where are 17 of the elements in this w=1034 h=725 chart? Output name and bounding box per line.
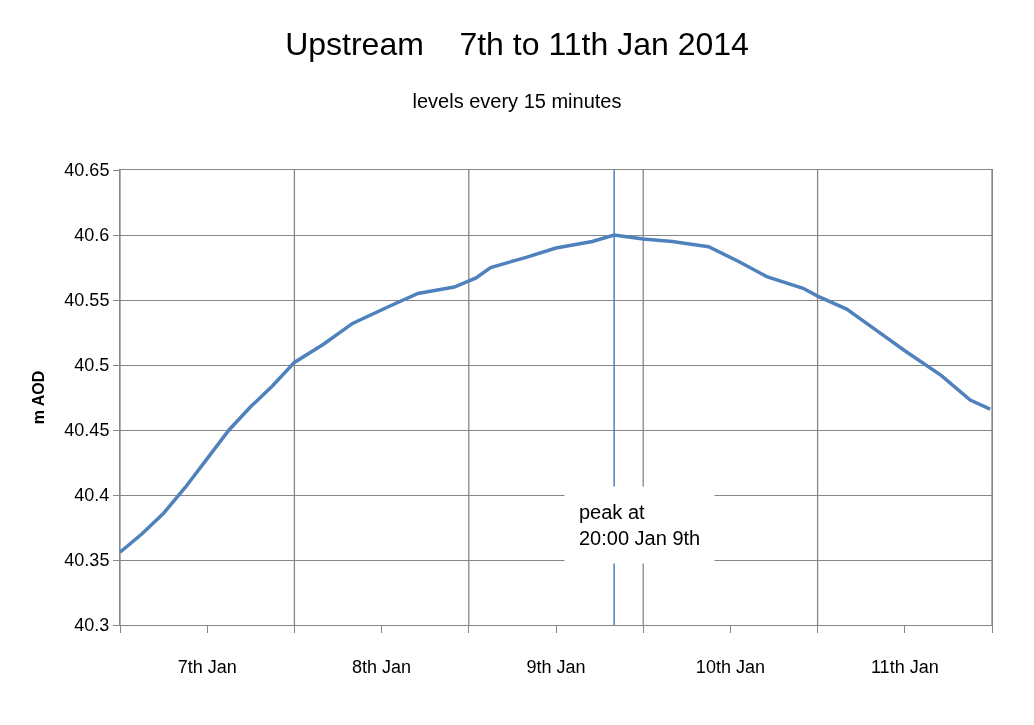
x-tick-label: 7th Jan [177,656,237,677]
ref-line-label: peak at 20:00 Jan 9th [579,501,701,549]
chart-subtitle: levels every 15 minutes [412,90,622,113]
x-tick-label: 8th Jan [352,656,412,677]
y-tick-label: 40.6 [74,225,110,246]
y-tick-label: 40.45 [64,420,110,441]
y-tick-label: 40.65 [64,160,110,181]
x-tick-label: 11th Jan [870,656,939,677]
chart-title: Upstream 7th to 11th Jan 2014 [285,26,749,63]
y-tick-label: 40.3 [74,615,110,636]
y-tick-label: 40.35 [64,550,110,571]
y-tick-label: 40.4 [74,485,110,506]
x-tick-label: 9th Jan [526,656,586,677]
y-tick-label: 40.55 [64,290,110,311]
x-tick-label: 10th Jan [695,656,765,677]
y-axis-title: m AOD [30,370,48,425]
y-tick-label: 40.5 [74,355,110,376]
